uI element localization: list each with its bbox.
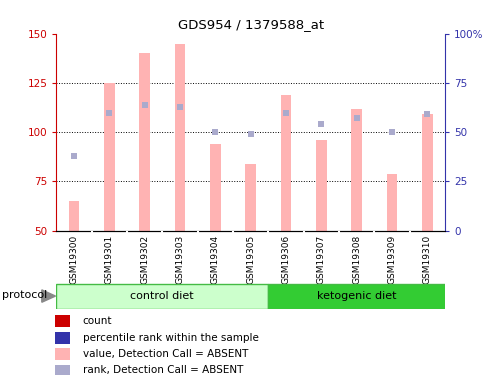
Point <box>70 153 78 159</box>
Point <box>423 111 430 117</box>
Text: protocol: protocol <box>2 291 48 300</box>
Text: GSM19302: GSM19302 <box>140 235 149 284</box>
Point <box>352 116 360 122</box>
Point <box>317 122 325 128</box>
Text: GSM19300: GSM19300 <box>69 235 78 284</box>
Bar <box>55 348 70 360</box>
Text: GSM19305: GSM19305 <box>245 235 255 284</box>
Text: rank, Detection Call = ABSENT: rank, Detection Call = ABSENT <box>82 365 243 375</box>
Bar <box>350 109 361 231</box>
Text: percentile rank within the sample: percentile rank within the sample <box>82 333 258 343</box>
Text: ketogenic diet: ketogenic diet <box>316 291 396 301</box>
Text: control diet: control diet <box>130 291 194 301</box>
Bar <box>421 114 432 231</box>
Point <box>387 129 395 135</box>
Text: count: count <box>82 316 112 326</box>
Bar <box>104 83 114 231</box>
Text: GSM19309: GSM19309 <box>386 235 396 284</box>
Point <box>141 102 148 108</box>
Point <box>176 104 183 110</box>
Bar <box>68 201 79 231</box>
Bar <box>55 364 70 375</box>
Text: GSM19303: GSM19303 <box>175 235 184 284</box>
Text: GSM19310: GSM19310 <box>422 235 431 284</box>
Bar <box>280 95 291 231</box>
Bar <box>174 44 185 231</box>
Bar <box>315 140 326 231</box>
Text: value, Detection Call = ABSENT: value, Detection Call = ABSENT <box>82 349 247 359</box>
Point <box>246 131 254 137</box>
Point <box>211 129 219 135</box>
Bar <box>139 54 150 231</box>
Point <box>282 110 289 116</box>
Bar <box>55 315 70 327</box>
Point <box>105 110 113 116</box>
Text: GSM19306: GSM19306 <box>281 235 290 284</box>
Polygon shape <box>42 290 55 302</box>
Text: GSM19308: GSM19308 <box>351 235 361 284</box>
Bar <box>245 164 255 231</box>
Bar <box>386 174 396 231</box>
Bar <box>56 284 268 309</box>
Title: GDS954 / 1379588_at: GDS954 / 1379588_at <box>177 18 323 31</box>
Bar <box>268 284 444 309</box>
Text: GSM19301: GSM19301 <box>104 235 114 284</box>
Bar <box>55 332 70 344</box>
Text: GSM19304: GSM19304 <box>210 235 219 284</box>
Text: GSM19307: GSM19307 <box>316 235 325 284</box>
Bar <box>209 144 220 231</box>
